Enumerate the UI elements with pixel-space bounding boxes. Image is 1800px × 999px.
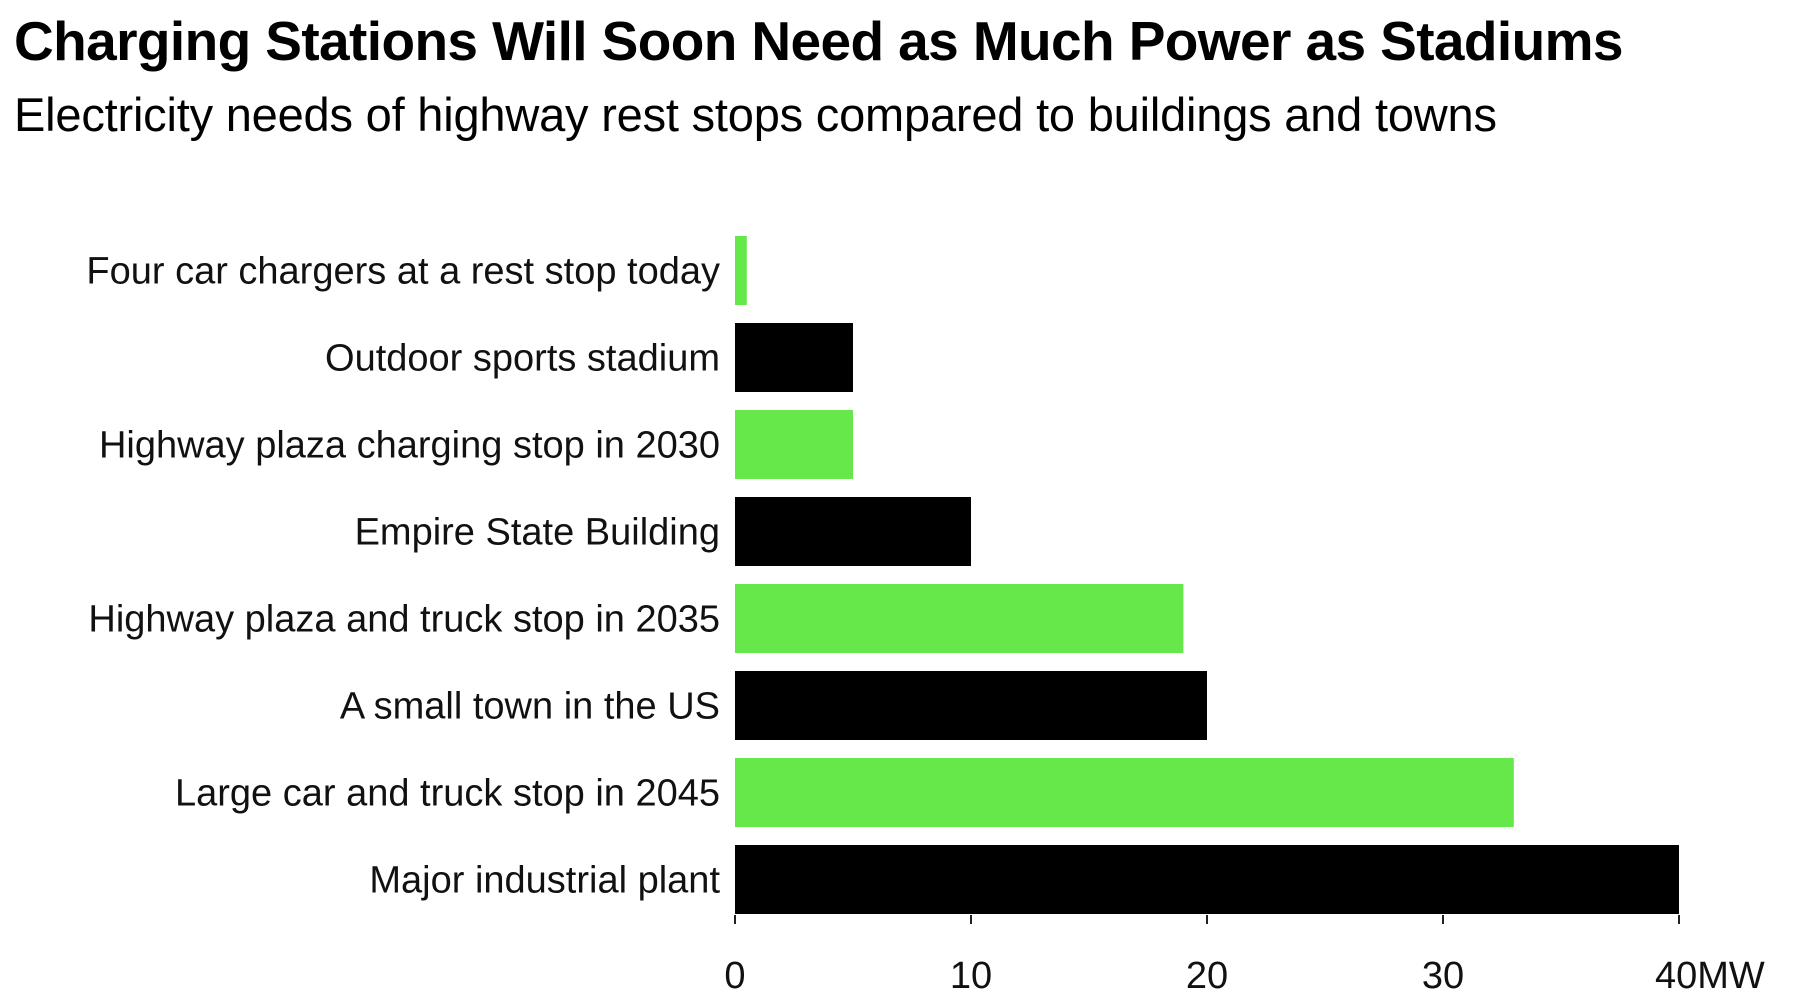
x-tick-label: 10 [950, 955, 992, 997]
category-label: Major industrial plant [369, 860, 720, 902]
bar-charging [735, 410, 853, 479]
category-label: A small town in the US [340, 686, 720, 728]
x-tick-label: 40MW [1655, 955, 1765, 997]
category-label: Large car and truck stop in 2045 [175, 773, 720, 815]
bar-charging [735, 758, 1514, 827]
category-label: Four car chargers at a rest stop today [86, 251, 720, 293]
x-tick-label: 30 [1422, 955, 1464, 997]
x-tick-label: 0 [724, 955, 745, 997]
x-tick-label: 20 [1186, 955, 1228, 997]
bar-charging [735, 236, 747, 305]
bar-charging [735, 584, 1184, 653]
category-label: Outdoor sports stadium [325, 338, 720, 380]
category-label: Highway plaza and truck stop in 2035 [88, 599, 720, 641]
bar-reference [735, 845, 1679, 914]
x-axis: 0 10 20 30 40MW [724, 915, 1765, 997]
bar-reference [735, 323, 853, 392]
bars-group [735, 236, 1679, 914]
category-label: Empire State Building [355, 512, 720, 554]
chart-title: Charging Stations Will Soon Need as Much… [14, 10, 1623, 72]
bar-reference [735, 671, 1207, 740]
category-label: Highway plaza charging stop in 2030 [99, 425, 720, 467]
bar-reference [735, 497, 971, 566]
category-labels-group: Four car chargers at a rest stop today Ou… [86, 251, 720, 902]
chart-subtitle: Electricity needs of highway rest stops … [14, 88, 1497, 141]
